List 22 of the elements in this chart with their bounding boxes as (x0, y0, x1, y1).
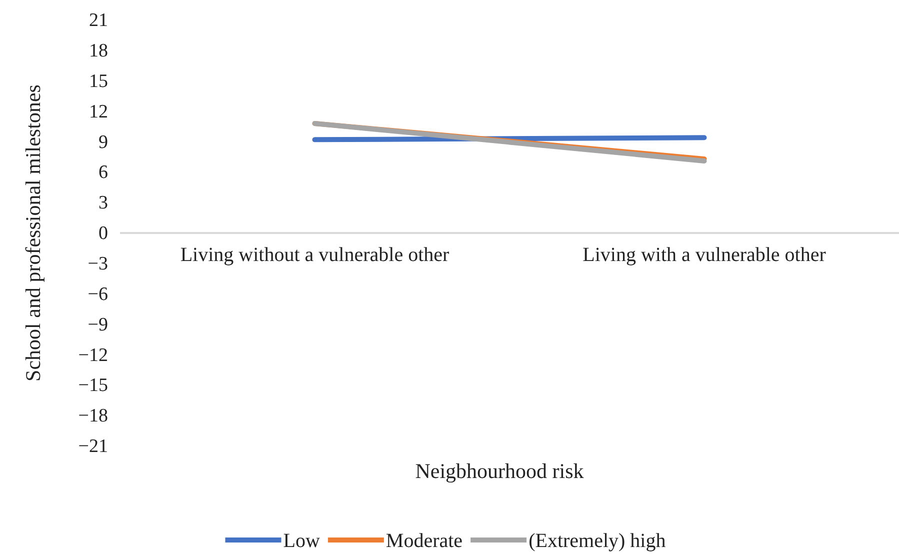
y-tick-label: −18 (78, 406, 108, 427)
x-axis-title: Neigbhourhood risk (415, 459, 584, 483)
legend-label: Low (283, 530, 320, 552)
y-tick-label: 9 (98, 132, 108, 153)
y-tick-label: 0 (98, 223, 108, 244)
y-tick-label: −3 (88, 254, 108, 275)
y-tick-label: 6 (98, 162, 108, 184)
y-tick-label: 3 (98, 192, 108, 214)
y-tick-label: −15 (78, 375, 108, 396)
y-tick-label: −6 (88, 284, 108, 305)
y-tick-label: −9 (88, 314, 108, 336)
legend-label: Moderate (386, 530, 463, 552)
x-tick-label: Living without a vulnerable other (180, 244, 450, 266)
y-tick-label: −21 (78, 436, 108, 458)
y-tick-label: 21 (89, 10, 108, 32)
legend-label: (Extremely) high (528, 530, 666, 552)
y-tick-label: 12 (89, 101, 108, 122)
y-tick-label: 18 (89, 40, 108, 62)
x-tick-label: Living with a vulnerable other (582, 244, 826, 266)
y-axis-title: School and professional milestones (21, 84, 45, 382)
y-tick-label: −12 (78, 344, 108, 366)
y-tick-label: 15 (89, 70, 108, 92)
